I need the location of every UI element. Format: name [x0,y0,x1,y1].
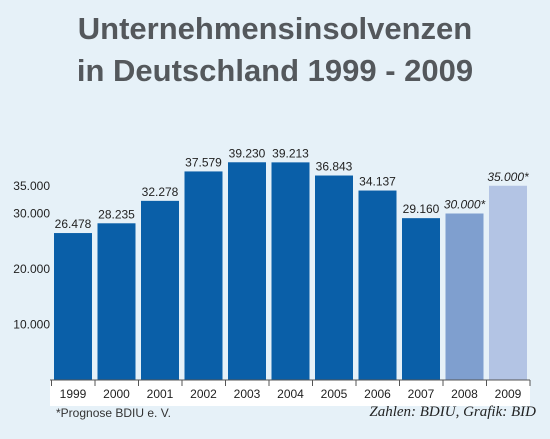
x-tick-label-2000: 2000 [103,387,130,401]
x-tick-label-2006: 2006 [364,387,391,401]
x-tick-label-2003: 2003 [234,387,261,401]
bar-2001 [141,200,179,380]
value-label-2002: 37.579 [185,155,222,169]
y-tick-label: 10.000 [13,318,50,332]
source-credit: Zahlen: BDIU, Grafik: BID [369,404,536,420]
bar-1999 [54,233,92,380]
title-line-1: Unternehmensinsolvenzen [77,11,473,46]
chart-title: Unternehmensinsolvenzen in Deutschland 1… [0,8,550,92]
value-label-2001: 32.278 [142,185,179,199]
value-label-2003: 39.230 [229,146,266,160]
value-label-2006: 34.137 [359,175,396,189]
bar-2006 [358,190,397,380]
bar-2002 [184,171,223,380]
y-tick-label: 30.000 [13,207,50,221]
value-label-2004: 39.213 [272,146,309,160]
x-tick-label-2002: 2002 [190,387,217,401]
x-tick-label-2008: 2008 [451,387,478,401]
y-tick-label: 20.000 [13,262,50,276]
y-tick-label: 35.000 [13,179,50,193]
bar-2003 [228,162,266,380]
x-tick-label-2007: 2007 [408,387,435,401]
bar-2005 [315,175,353,380]
x-tick-label-1999: 1999 [60,387,87,401]
title-line-2: in Deutschland 1999 - 2009 [76,53,474,88]
value-label-2000: 28.235 [98,207,135,221]
value-label-2009: 35.000* [487,170,529,184]
value-label-2008: 30.000* [444,198,486,212]
x-tick-label-2004: 2004 [277,387,304,401]
bar-2009 [489,185,527,380]
x-tick-label-2001: 2001 [147,387,174,401]
bar-2004 [271,162,310,380]
bar-2008 [445,213,484,380]
forecast-footnote: *Prognose BDIU e. V. [56,406,171,420]
x-axis-band [50,380,530,406]
x-tick-label-2009: 2009 [495,387,522,401]
x-tick-label-2005: 2005 [321,387,348,401]
bar-2007 [402,218,440,380]
value-label-2005: 36.843 [316,160,353,174]
value-label-1999: 26.478 [55,217,92,231]
value-label-2007: 29.160 [403,202,440,216]
bar-2000 [97,223,136,380]
